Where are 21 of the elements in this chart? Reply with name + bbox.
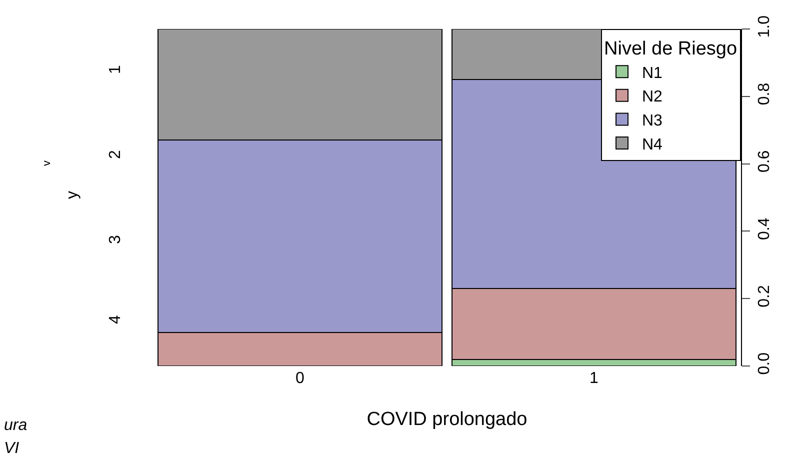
y-tick-label: 0.4 (756, 218, 774, 240)
text: 4 (107, 315, 124, 324)
text: 2 (107, 150, 124, 159)
text: 1 (107, 65, 124, 74)
text: ura (4, 417, 28, 434)
text: y (64, 191, 81, 199)
legend-label: N2 (642, 88, 663, 106)
text: VI (4, 440, 20, 457)
legend-label: N1 (642, 64, 663, 82)
y-tick-label: 0.8 (756, 82, 774, 106)
y-tick-label: 0.0 (756, 352, 774, 375)
text: v (41, 160, 53, 166)
legend-title: Nivel de Riesgo (604, 38, 738, 60)
y-tick-label: 0.2 (756, 284, 774, 308)
y-tick-label: 1.0 (756, 15, 774, 38)
text: 3 (107, 235, 124, 244)
legend-label: N3 (642, 112, 663, 130)
y-tick-label: 0.6 (756, 150, 774, 173)
x-axis-title: COVID prolongado (366, 408, 528, 430)
x-tick-label: 0 (296, 370, 305, 387)
legend-label: N4 (642, 136, 663, 154)
